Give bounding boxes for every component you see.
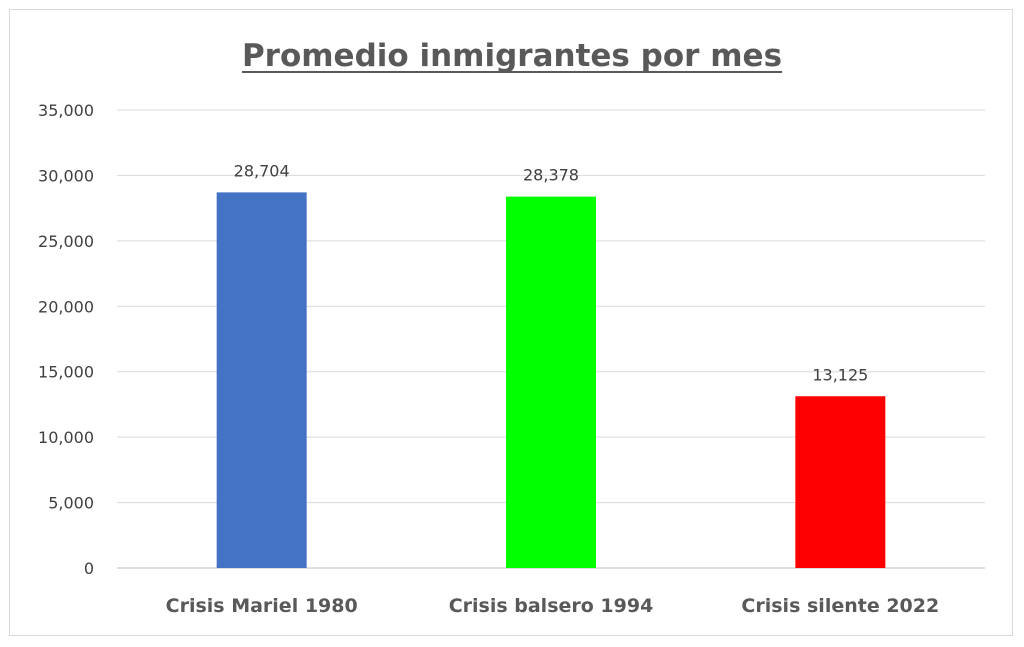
y-tick-label: 30,000	[38, 166, 94, 185]
category-label: Crisis Mariel 1980	[166, 595, 358, 617]
bar	[506, 196, 596, 568]
category-labels: Crisis Mariel 1980 Crisis balsero 1994 Cri…	[166, 595, 940, 617]
y-axis-ticks: 0 5,000 10,000 15,000 20,000 25,000 30,000 35,0…	[38, 101, 94, 578]
bars	[216, 192, 886, 569]
y-tick-label: 25,000	[38, 232, 94, 251]
data-labels: 28,704 28,378 13,125	[234, 161, 869, 384]
data-label: 28,378	[523, 166, 579, 185]
y-tick-label: 35,000	[38, 101, 94, 120]
bar	[795, 396, 886, 568]
chart-title: Promedio inmigrantes por mes	[242, 38, 782, 74]
category-label: Crisis silente 2022	[741, 595, 939, 617]
category-label: Crisis balsero 1994	[449, 595, 654, 617]
bar	[216, 192, 307, 569]
y-tick-label: 5,000	[48, 494, 94, 513]
data-label: 28,704	[234, 161, 290, 180]
y-tick-label: 20,000	[38, 297, 94, 316]
y-tick-label: 15,000	[38, 363, 94, 382]
y-tick-label: 10,000	[38, 428, 94, 447]
data-label: 13,125	[812, 365, 868, 384]
y-tick-label: 0	[84, 559, 94, 578]
